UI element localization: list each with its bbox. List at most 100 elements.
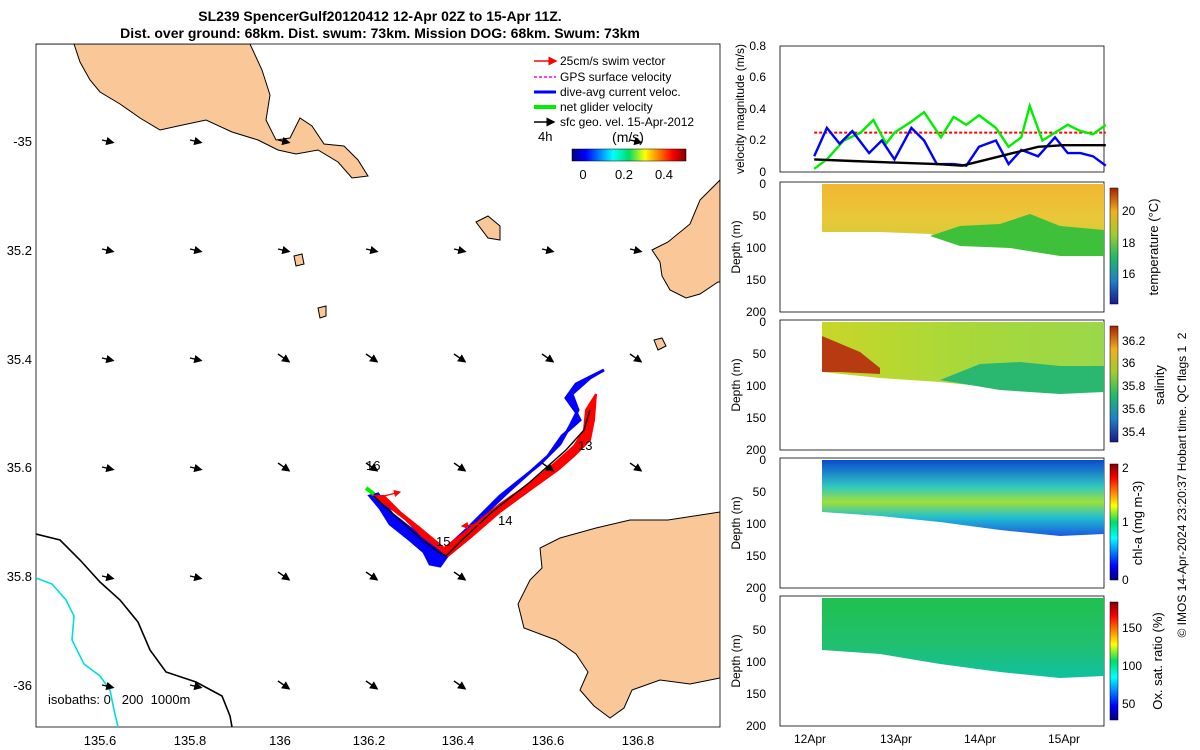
oxygen-colorbar [1109,601,1119,721]
velocity-line-1 [813,101,1107,170]
ox-y-tick: 150 [746,687,766,701]
sal-cbar-tick: 35.4 [1122,425,1146,439]
chl-y-tick: 50 [753,485,767,499]
map-panel: 16 15 14 13 isobaths: 0 200 1000m 135.6 … [7,43,721,748]
sal-cbar-tick: 36 [1122,356,1136,370]
sal-y-tick: 50 [753,347,767,361]
map-y-tick: -35 [13,134,32,149]
chl-y-tick: 200 [746,581,766,595]
chlorophyll-cbar-label: chl-a (mg m-3) [1130,481,1145,566]
map-colorbar [571,148,687,162]
sal-y-tick: 200 [746,443,766,457]
chlorophyll-colorbar [1109,463,1119,581]
time-tick: 15Apr [1048,732,1080,746]
sal-y-tick: 100 [746,379,766,393]
chl-y-tick: 0 [759,453,766,467]
geo-velocity-arrow [541,462,555,472]
glider-track-current [367,368,605,568]
ox-y-tick: 0 [759,591,766,605]
sal-cbar-tick: 35.8 [1122,379,1146,393]
sal-cbar-tick: 36.2 [1122,334,1146,348]
track-label-15: 15 [436,534,450,549]
legend-label-geo: sfc geo. vel. 15-Apr-2012 [560,115,694,129]
geo-velocity-arrow [101,463,115,473]
ox-cbar-tick: 50 [1122,697,1136,711]
chl-cbar-tick: 1 [1122,515,1129,529]
velocity-ylabel: velocity magnitude (m/s) [733,44,747,174]
geo-velocity-arrow [541,245,555,255]
geo-velocity-arrow [629,462,643,472]
ox-y-tick: 50 [753,623,767,637]
geo-velocity-arrow [189,681,203,691]
vel-y-tick: 0.6 [749,70,766,84]
chl-y-tick: 100 [746,517,766,531]
temperature-deep-layer [930,214,1104,256]
chart-title-line2: Dist. over ground: 68km. Dist. swum: 73k… [120,25,640,41]
temperature-panel: 0 50 100 150 200 Depth (m) 16 18 20 temp… [729,177,1161,319]
isobaths-label: isobaths: 0 200 1000m [48,692,190,707]
chl-y-tick: 150 [746,549,766,563]
geo-velocity-arrow [629,136,643,146]
net-velocity-segment [364,486,376,496]
temp-cbar-tick: 18 [1122,236,1136,250]
track-label-16: 16 [366,458,380,473]
temperature-cbar-label: temperature (°C) [1146,199,1161,296]
velocity-series [813,101,1107,170]
map-y-tick: 35.4 [7,352,32,367]
geo-velocity-arrow [453,462,467,472]
map-colorbar-tick: 0.4 [655,167,673,182]
salinity-deep-layer [940,362,1104,394]
time-tick: 14Apr [964,732,996,746]
sal-y-tick: 150 [746,411,766,425]
temp-y-tick: 150 [746,273,766,287]
map-colorbar-tick: 0.2 [615,167,633,182]
surface-geostrophic-arrows [101,136,643,691]
map-y-tick: 35.2 [7,243,32,258]
map-x-tick: 135.6 [84,733,117,748]
map-y-tick: 35.8 [7,569,32,584]
vel-y-tick: 0.8 [749,39,766,53]
legend-label-net: net glider velocity [560,100,653,114]
geo-velocity-arrow [541,353,555,363]
temp-y-tick: 100 [746,241,766,255]
geo-velocity-arrow [189,463,203,473]
temp-cbar-tick: 20 [1122,204,1136,218]
geo-velocity-arrow [101,136,115,146]
chlorophyll-panel: 0 50 100 150 200 Depth (m) 0 1 2 chl-a (… [729,453,1145,595]
ox-y-tick: 100 [746,655,766,669]
geo-velocity-arrow [189,136,203,146]
geo-velocity-arrow [453,245,467,255]
glider-track-line [373,409,591,557]
geo-velocity-arrow [277,245,291,255]
map-y-tick: -36 [13,678,32,693]
geo-velocity-arrow [365,571,379,581]
oxygen-panel: 0 50 100 150 200 Depth (m) 50 100 150 Ox… [729,591,1165,733]
legend-label-swim: 25cm/s swim vector [560,54,665,68]
geo-velocity-arrow [277,571,291,581]
map-x-tick: 136.2 [353,733,386,748]
chl-cbar-tick: 0 [1122,573,1129,587]
land-mass-southeast [517,511,720,719]
legend-note: 4h [538,129,552,144]
geo-velocity-arrow [277,353,291,363]
map-y-axis: -35 35.2 35.4 35.6 35.8 -36 [7,134,32,693]
geo-velocity-arrow [365,245,379,255]
island-small-1 [475,215,501,241]
geo-velocity-arrow [277,462,291,472]
temp-y-tick: 0 [759,177,766,191]
salinity-colorbar [1109,325,1119,443]
geo-velocity-arrow [189,245,203,255]
temp-y-tick: 50 [753,209,767,223]
geo-velocity-arrow [277,136,291,146]
geo-velocity-arrow [101,245,115,255]
velocity-panel: 0 0.2 0.4 0.6 0.8 velocity magnitude (m/… [733,39,1107,179]
temp-cbar-tick: 16 [1122,267,1136,281]
map-x-tick: 136 [269,733,291,748]
island-small-3 [317,305,327,319]
map-y-tick: 35.6 [7,460,32,475]
salinity-ylabel: Depth (m) [729,358,743,411]
map-x-tick: 135.8 [174,733,207,748]
geo-velocity-arrow [453,353,467,363]
track-label-14: 14 [498,513,512,528]
